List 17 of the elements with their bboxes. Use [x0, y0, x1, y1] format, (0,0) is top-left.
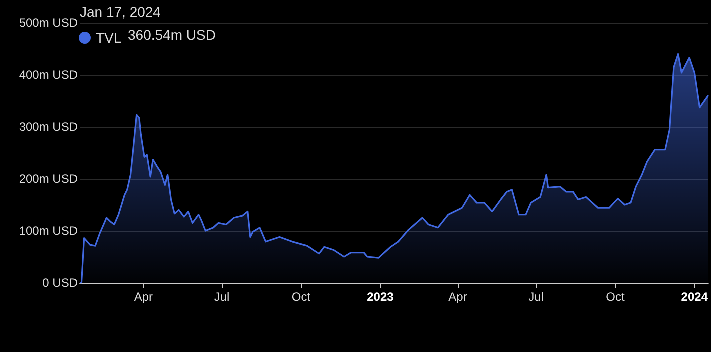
- y-tick-label: 500m USD: [19, 16, 78, 30]
- legend-label: TVL: [96, 30, 122, 46]
- y-tick-label: 0 USD: [42, 276, 78, 290]
- y-tick-label: 200m USD: [19, 172, 78, 186]
- x-tick-label: 2024: [681, 290, 708, 304]
- text: Jan 17, 2024: [80, 4, 162, 20]
- x-tick-label: 2023: [367, 290, 394, 304]
- x-tick-label: Jul: [528, 290, 544, 304]
- annotation: 360.54m USD: [128, 27, 216, 43]
- x-tick-label: Oct: [606, 290, 626, 304]
- x-tick-label: Oct: [292, 290, 312, 304]
- y-tick-label: 300m USD: [19, 120, 78, 134]
- x-tick-label: Apr: [448, 290, 468, 304]
- x-tick-label: Jul: [214, 290, 230, 304]
- y-tick-label: 100m USD: [19, 224, 78, 238]
- x-tick-label: Apr: [134, 290, 154, 304]
- y-tick-label: 400m USD: [19, 68, 78, 82]
